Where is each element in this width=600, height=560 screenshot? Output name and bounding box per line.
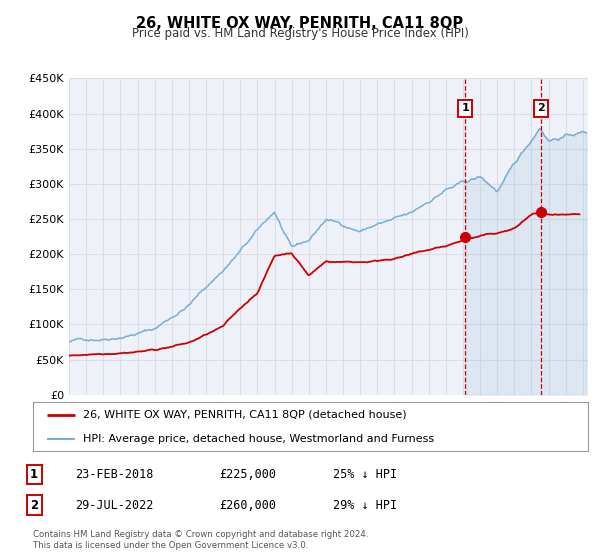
Text: 1: 1 xyxy=(461,104,469,114)
Text: 2: 2 xyxy=(30,498,38,512)
Text: HPI: Average price, detached house, Westmorland and Furness: HPI: Average price, detached house, West… xyxy=(83,434,434,444)
Text: 26, WHITE OX WAY, PENRITH, CA11 8QP (detached house): 26, WHITE OX WAY, PENRITH, CA11 8QP (det… xyxy=(83,410,407,420)
Text: 1: 1 xyxy=(30,468,38,481)
Text: 29% ↓ HPI: 29% ↓ HPI xyxy=(333,498,397,512)
Text: £225,000: £225,000 xyxy=(219,468,276,481)
Text: 25% ↓ HPI: 25% ↓ HPI xyxy=(333,468,397,481)
Text: £260,000: £260,000 xyxy=(219,498,276,512)
Text: This data is licensed under the Open Government Licence v3.0.: This data is licensed under the Open Gov… xyxy=(33,541,308,550)
Text: 26, WHITE OX WAY, PENRITH, CA11 8QP: 26, WHITE OX WAY, PENRITH, CA11 8QP xyxy=(136,16,464,31)
Text: 23-FEB-2018: 23-FEB-2018 xyxy=(75,468,154,481)
Text: 29-JUL-2022: 29-JUL-2022 xyxy=(75,498,154,512)
Text: Contains HM Land Registry data © Crown copyright and database right 2024.: Contains HM Land Registry data © Crown c… xyxy=(33,530,368,539)
Text: Price paid vs. HM Land Registry's House Price Index (HPI): Price paid vs. HM Land Registry's House … xyxy=(131,27,469,40)
Text: 2: 2 xyxy=(538,104,545,114)
